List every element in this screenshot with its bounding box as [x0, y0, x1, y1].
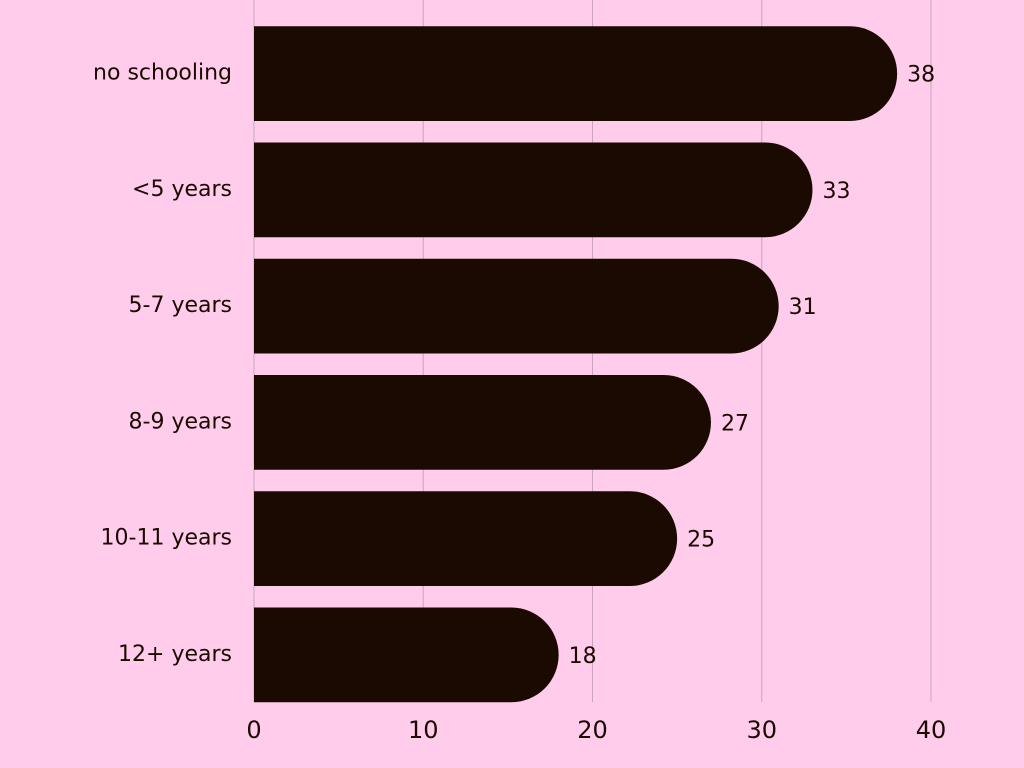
- value-label: 33: [823, 179, 851, 204]
- value-label: 18: [569, 644, 597, 669]
- x-tick-label: 0: [246, 716, 261, 744]
- x-tick-label: 20: [577, 716, 608, 744]
- bar: [254, 491, 678, 586]
- x-tick-label: 40: [916, 716, 947, 744]
- x-tick-label: 10: [408, 716, 439, 744]
- bar: [254, 26, 898, 121]
- value-label: 38: [907, 63, 935, 88]
- bar: [254, 258, 779, 354]
- value-label: 25: [687, 528, 715, 553]
- y-tick-label: 5-7 years: [129, 293, 232, 318]
- bar: [254, 142, 813, 238]
- bar: [254, 607, 559, 703]
- bar: [254, 375, 711, 470]
- y-tick-label: no schooling: [93, 61, 232, 86]
- y-tick-label: 12+ years: [118, 642, 232, 667]
- y-tick-label: 8-9 years: [129, 409, 232, 434]
- value-label: 31: [789, 295, 817, 320]
- x-tick-label: 30: [746, 716, 777, 744]
- value-label: 27: [721, 411, 749, 436]
- y-tick-label: <5 years: [132, 177, 232, 202]
- y-tick-label: 10-11 years: [101, 526, 232, 551]
